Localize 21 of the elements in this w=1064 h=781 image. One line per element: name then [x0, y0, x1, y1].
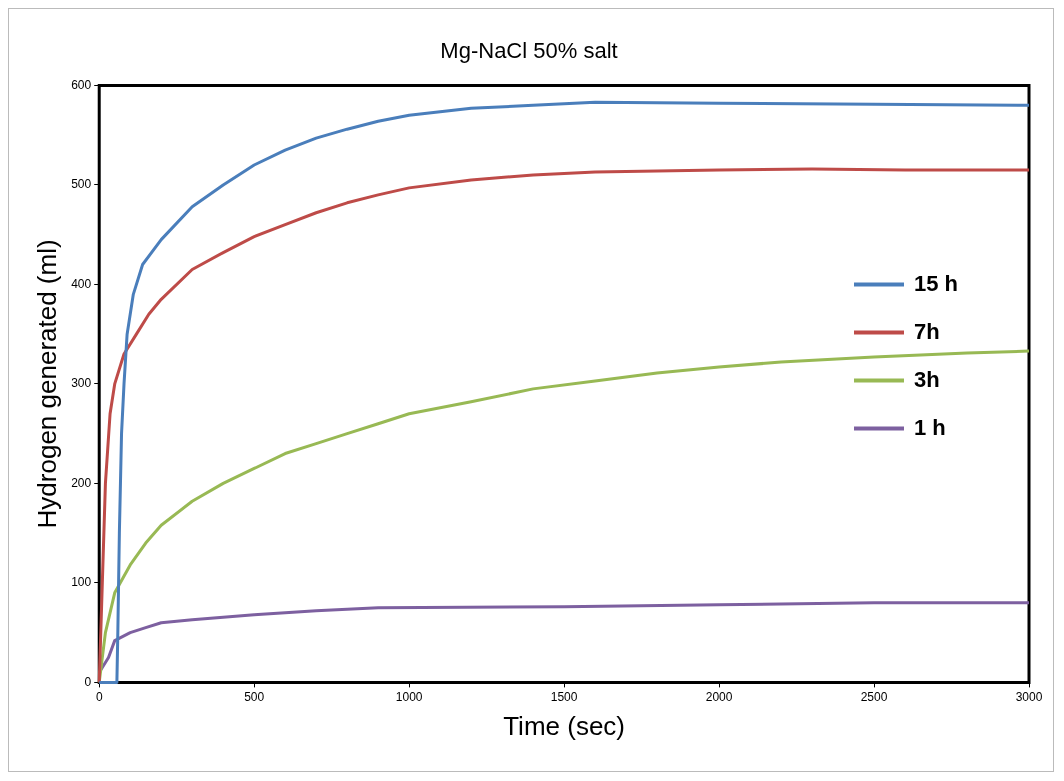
y-tick-label: 600	[71, 77, 92, 92]
x-tick-label: 2000	[705, 689, 733, 704]
x-tick-label: 3000	[1015, 689, 1043, 704]
legend-label: 15 h	[914, 270, 959, 296]
y-tick-label: 0	[84, 674, 92, 689]
x-tick-label: 1500	[550, 689, 578, 704]
y-tick-label: 400	[71, 276, 92, 291]
x-tick-label: 500	[244, 689, 265, 704]
y-tick-label: 100	[71, 575, 92, 590]
x-tick-label: 0	[95, 689, 103, 704]
legend-label: 3h	[914, 366, 940, 392]
y-tick-label: 300	[71, 376, 92, 391]
x-tick-label: 2500	[860, 689, 888, 704]
y-tick-label: 500	[71, 177, 92, 192]
legend-label: 7h	[914, 318, 940, 344]
x-axis-title: Time (sec)	[503, 710, 626, 741]
legend-label: 1 h	[914, 414, 946, 440]
chart-title: Mg-NaCl 50% salt	[440, 38, 618, 64]
x-tick-label: 1000	[395, 689, 423, 704]
y-tick-label: 200	[71, 475, 92, 490]
y-axis-title: Hydrogen generated (ml)	[31, 239, 62, 529]
